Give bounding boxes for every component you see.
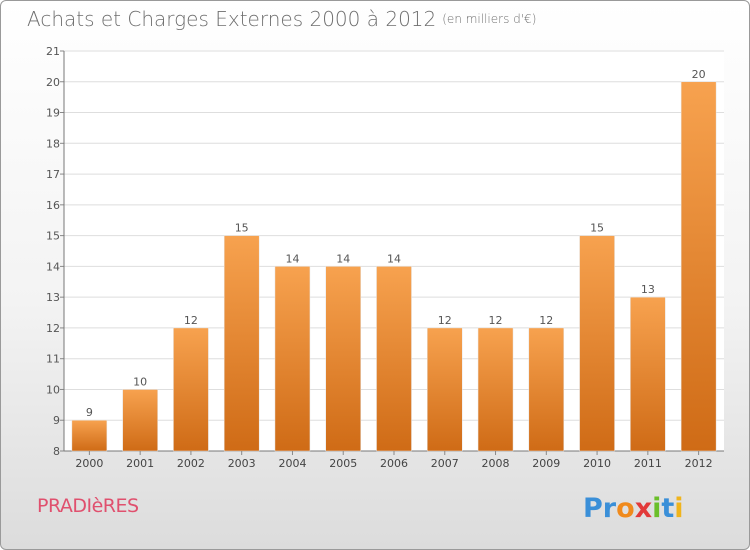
x-tick-label: 2012 [685,457,713,470]
bar [223,235,260,452]
logo-letter: i [674,493,683,524]
data-label: 12 [438,314,452,327]
x-tick-label: 2005 [329,457,357,470]
x-tick-label: 2000 [75,457,103,470]
data-label: 12 [489,314,503,327]
bar [173,327,209,452]
x-tick-label: 2006 [380,457,408,470]
x-tick-label: 2008 [482,457,510,470]
bar [630,296,666,452]
data-label: 12 [184,314,198,327]
y-tick-label: 13 [46,291,60,304]
bar [376,266,412,452]
data-label: 14 [285,252,299,265]
x-tick-label: 2001 [126,457,154,470]
bar [325,266,361,452]
bar [477,327,514,452]
data-label: 14 [336,252,350,265]
logo-letter: o [616,493,635,524]
y-tick-label: 20 [46,76,60,89]
logo-letter: P [583,493,603,524]
commune-name: PRADIèRES [37,495,139,517]
y-tick-label: 18 [46,137,60,150]
chart-title-block: Achats et Charges Externes 2000 à 2012 (e… [27,7,536,31]
y-tick-label: 11 [46,353,60,366]
proxiti-logo-text: Proxiti [583,493,684,524]
bar [274,266,311,452]
y-tick-label: 15 [46,230,60,243]
bar [528,327,565,452]
y-tick-label: 10 [46,383,60,396]
bar [427,327,463,452]
data-label: 15 [590,222,604,235]
logo-letter: r [603,493,617,524]
logo-letter: x [635,493,652,524]
logo-letter: i [652,493,661,524]
bar [122,389,158,452]
chart-title: Achats et Charges Externes 2000 à 2012 [27,7,437,31]
data-label: 14 [387,252,401,265]
data-label: 12 [539,314,553,327]
y-tick-label: 16 [46,199,60,212]
data-label: 9 [86,406,93,419]
y-tick-label: 9 [53,414,60,427]
x-tick-label: 2007 [431,457,459,470]
bar [680,81,717,452]
logo-letter: t [661,493,674,524]
chart-subtitle: (en milliers d'€) [442,12,537,26]
proxiti-logo: Proxiti [583,493,684,524]
y-tick-label: 17 [46,168,60,181]
y-tick-label: 21 [46,45,60,58]
y-tick-label: 19 [46,107,60,120]
x-tick-label: 2003 [228,457,256,470]
data-label: 13 [641,283,655,296]
x-tick-label: 2002 [177,457,205,470]
y-tick-label: 14 [46,260,60,273]
bar [579,235,615,452]
data-label: 15 [235,222,249,235]
data-label: 20 [692,68,706,81]
bar [71,419,108,452]
x-tick-label: 2010 [583,457,611,470]
x-tick-label: 2004 [278,457,306,470]
y-tick-label: 8 [53,445,60,458]
data-label: 10 [133,375,147,388]
x-tick-label: 2009 [532,457,560,470]
x-tick-label: 2011 [634,457,662,470]
y-tick-label: 12 [46,322,60,335]
